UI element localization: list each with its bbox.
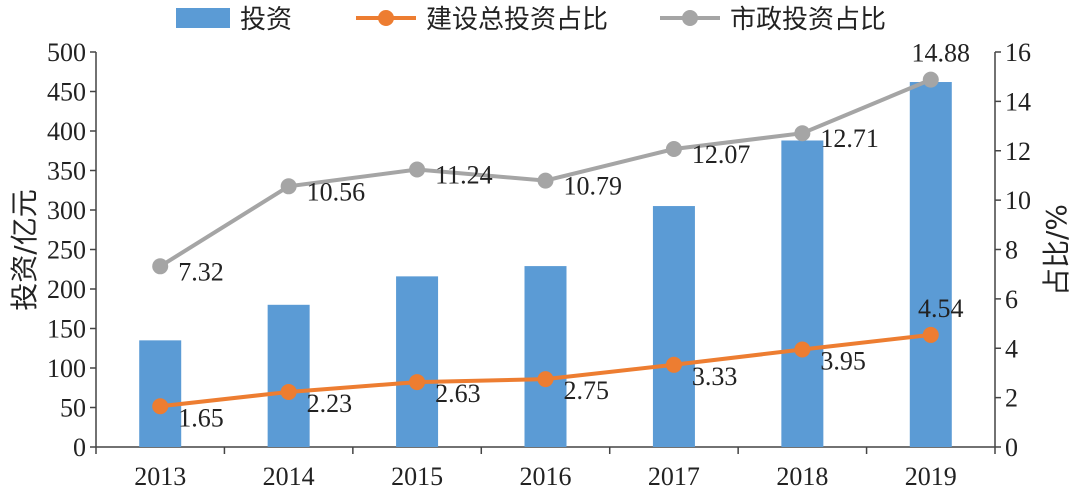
x-tick-label: 2013 xyxy=(134,462,186,491)
y-right-tick-label: 6 xyxy=(1005,285,1018,314)
y-left-tick-label: 200 xyxy=(47,275,86,304)
y-axis-right: 0 2 4 6 8 10 12 14 16 xyxy=(994,38,1031,462)
y-right-tick-label: 10 xyxy=(1005,186,1031,215)
data-label: 12.07 xyxy=(692,140,751,169)
x-tick-label: 2018 xyxy=(776,462,828,491)
municipal-share-point xyxy=(537,172,554,189)
x-tick-label: 2019 xyxy=(905,462,957,491)
x-tick-label: 2015 xyxy=(391,462,443,491)
municipal-share-point xyxy=(922,71,939,88)
municipal-share-point xyxy=(794,125,811,142)
data-label: 10.79 xyxy=(564,172,623,201)
data-label: 2.23 xyxy=(307,389,353,418)
data-label: 3.95 xyxy=(820,346,866,375)
y-right-tick-label: 14 xyxy=(1005,87,1031,116)
y-axis-right-title: 占比/% xyxy=(1040,204,1073,296)
construction-share-point xyxy=(409,374,426,391)
y-left-tick-label: 500 xyxy=(47,38,86,67)
legend-label: 建设总投资占比 xyxy=(426,5,608,35)
y-left-tick-label: 100 xyxy=(47,354,86,383)
data-label: 3.33 xyxy=(692,362,738,391)
y-left-tick-label: 250 xyxy=(47,236,86,265)
construction-share-point xyxy=(922,326,939,343)
municipal-share-point xyxy=(152,258,169,275)
legend-label: 市政投资占比 xyxy=(730,5,886,35)
y-left-tick-label: 450 xyxy=(47,78,86,107)
y-right-tick-label: 4 xyxy=(1005,334,1018,363)
x-tick-label: 2017 xyxy=(648,462,700,491)
y-right-tick-label: 16 xyxy=(1005,38,1031,67)
municipal-share-point xyxy=(409,161,426,178)
x-axis: 2013 2014 2015 2016 2017 2018 2019 xyxy=(95,446,996,491)
y-right-tick-label: 12 xyxy=(1005,137,1031,166)
y-right-tick-label: 0 xyxy=(1005,433,1018,462)
legend-swatch-marker xyxy=(682,10,698,26)
bar xyxy=(396,276,439,447)
y-left-tick-label: 150 xyxy=(47,315,86,344)
bar xyxy=(139,340,182,447)
y-left-tick-label: 50 xyxy=(60,394,86,423)
x-tick-label: 2016 xyxy=(520,462,572,491)
construction-share-point xyxy=(665,356,682,373)
data-label: 7.32 xyxy=(178,257,224,286)
y-left-tick-label: 400 xyxy=(47,117,86,146)
y-axis-left-title: 投资/亿元 xyxy=(8,189,41,310)
data-labels: 1.65 2.23 2.63 2.75 3.33 3.95 4.54 7.32 10.56 11.… xyxy=(178,39,970,433)
bar xyxy=(652,206,695,447)
construction-share-point xyxy=(537,371,554,388)
construction-share-point xyxy=(794,341,811,358)
data-label: 10.56 xyxy=(307,177,366,206)
x-tick-label: 2014 xyxy=(263,462,315,491)
y-axis-left: 0 50 100 150 200 250 300 350 400 450 500 xyxy=(47,38,97,462)
data-label: 2.63 xyxy=(435,379,481,408)
bar xyxy=(909,82,952,448)
y-left-tick-label: 350 xyxy=(47,157,86,186)
line-series xyxy=(152,71,939,415)
municipal-share-point xyxy=(280,178,297,195)
legend-swatch-bar xyxy=(176,8,230,28)
legend: 投资 建设总投资占比 市政投资占比 xyxy=(176,5,886,35)
data-label: 4.54 xyxy=(918,294,964,323)
data-label: 14.88 xyxy=(912,39,971,68)
y-left-tick-label: 0 xyxy=(73,433,86,462)
y-right-tick-label: 2 xyxy=(1005,384,1018,413)
data-label: 1.65 xyxy=(178,403,224,432)
y-right-tick-label: 8 xyxy=(1005,236,1018,265)
bar-series xyxy=(139,82,952,448)
y-left-tick-label: 300 xyxy=(47,196,86,225)
data-label: 11.24 xyxy=(435,161,493,190)
legend-swatch-marker xyxy=(378,10,394,26)
construction-share-point xyxy=(280,383,297,400)
data-label: 12.71 xyxy=(820,124,879,153)
bar xyxy=(781,140,824,448)
municipal-share-point xyxy=(665,141,682,158)
legend-label: 投资 xyxy=(240,5,292,35)
bar xyxy=(267,304,310,447)
data-label: 2.75 xyxy=(564,376,610,405)
bar xyxy=(524,266,567,447)
construction-share-point xyxy=(152,398,169,415)
